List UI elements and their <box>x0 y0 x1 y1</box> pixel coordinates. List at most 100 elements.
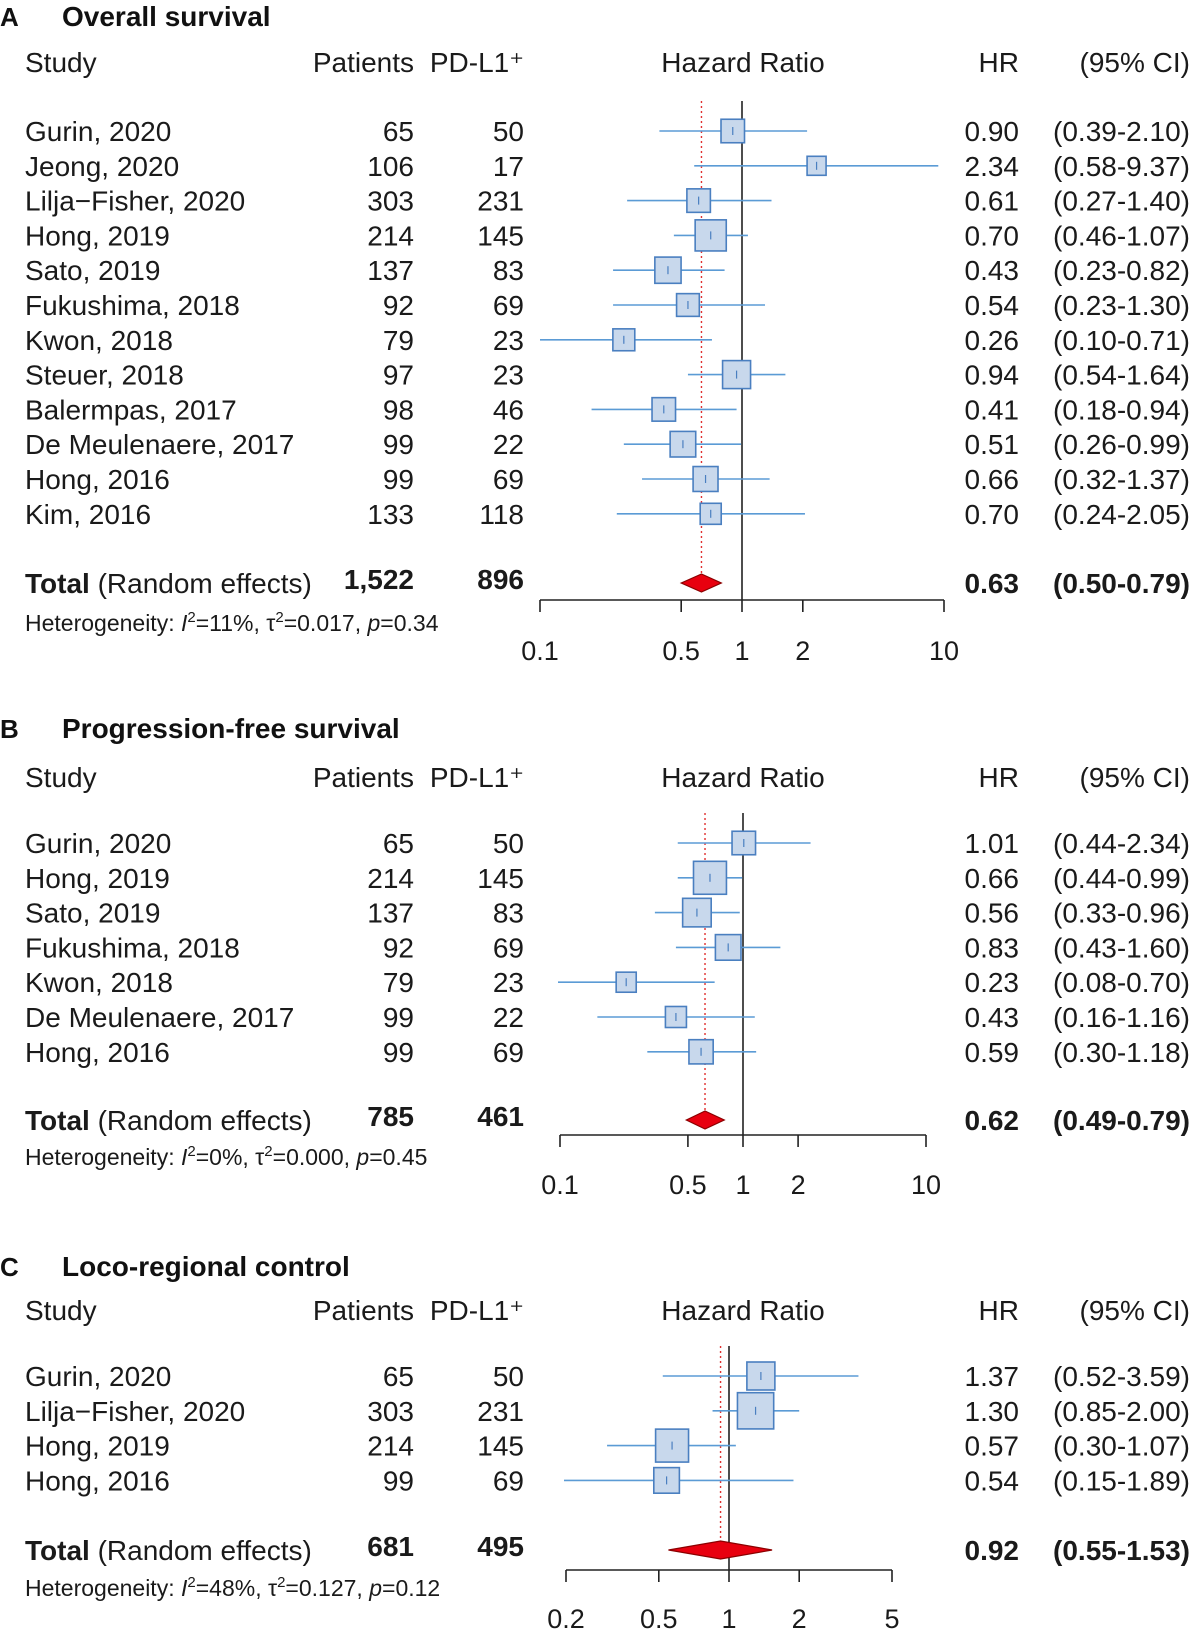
header-pdl1: PD-L1⁺ <box>430 1295 524 1326</box>
het-p-value: 0.12 <box>395 1575 440 1601</box>
study-hr: 0.26 <box>965 325 1020 356</box>
study-hr: 0.43 <box>965 1002 1020 1033</box>
total-label-suffix: (Random effects) <box>90 1535 312 1566</box>
study-pdl1: 145 <box>477 863 524 894</box>
x-axis: 0.2 0.5 1 2 5 <box>547 1569 900 1634</box>
x-tick-label: 1 <box>735 1170 750 1200</box>
het-tau-symbol: , τ <box>255 1575 277 1601</box>
study-ci: (0.33-0.96) <box>1053 898 1190 929</box>
study-pdl1: 23 <box>493 360 524 391</box>
study-patients: 98 <box>383 394 414 425</box>
study-row: Lilja−Fisher, 2020 303 231 1.30 (0.85-2.00) <box>25 1391 1190 1430</box>
study-name: Hong, 2016 <box>25 1037 170 1068</box>
het-tau2-value: 0.017 <box>297 610 355 636</box>
study-name: Lilja−Fisher, 2020 <box>25 186 245 217</box>
het-i-sup: 2 <box>187 1143 195 1160</box>
het-eq: = <box>196 610 209 636</box>
het-eq: = <box>196 1575 209 1601</box>
study-pdl1: 22 <box>493 429 524 460</box>
het-eq2: = <box>284 610 297 636</box>
x-tick-label: 2 <box>792 1604 807 1634</box>
study-row: Fukushima, 2018 92 69 0.83 (0.43-1.60) <box>25 932 1190 963</box>
het-i2-value: 0% <box>209 1144 242 1170</box>
total-hr: 0.62 <box>965 1105 1020 1136</box>
het-eq3: = <box>382 1575 395 1601</box>
study-row: Hong, 2019 214 145 0.57 (0.30-1.07) <box>25 1428 1190 1463</box>
study-ci: (0.15-1.89) <box>1053 1465 1190 1496</box>
total-label-suffix: (Random effects) <box>90 1105 312 1136</box>
header-study: Study <box>25 1295 97 1326</box>
study-row: Gurin, 2020 65 50 1.01 (0.44-2.34) <box>25 828 1190 859</box>
study-name: Kim, 2016 <box>25 499 151 530</box>
panel-title: Overall survival <box>62 1 271 32</box>
total-patients: 1,522 <box>344 564 414 595</box>
study-row: De Meulenaere, 2017 99 22 0.43 (0.16-1.16) <box>25 1002 1190 1033</box>
study-pdl1: 118 <box>479 499 524 530</box>
study-pdl1: 145 <box>477 220 524 251</box>
study-name: Fukushima, 2018 <box>25 290 240 321</box>
study-ci: (0.44-0.99) <box>1053 863 1190 894</box>
study-patients: 137 <box>367 255 414 286</box>
study-name: Kwon, 2018 <box>25 325 173 356</box>
het-label: Heterogeneity: <box>25 1575 181 1601</box>
header-patients: Patients <box>313 762 414 793</box>
total-pdl1: 495 <box>477 1531 524 1562</box>
study-hr: 0.83 <box>965 932 1020 963</box>
x-tick-label: 1 <box>721 1604 736 1634</box>
study-patients: 214 <box>367 863 414 894</box>
panel-letter: A <box>0 2 19 32</box>
total-label-suffix: (Random effects) <box>90 568 312 599</box>
total-ci: (0.55-1.53) <box>1053 1535 1190 1566</box>
study-pdl1: 22 <box>493 1002 524 1033</box>
study-ci: (0.46-1.07) <box>1053 220 1190 251</box>
het-tau2-value: 0.000 <box>286 1144 344 1170</box>
header-hr: HR <box>979 47 1019 78</box>
study-patients: 137 <box>367 898 414 929</box>
panel-b: B Progression-free survival Study Patients P… <box>0 713 1190 1200</box>
total-ci: (0.50-0.79) <box>1053 568 1190 599</box>
study-hr: 1.01 <box>965 828 1020 859</box>
study-ci: (0.30-1.07) <box>1053 1431 1190 1462</box>
study-ci: (0.44-2.34) <box>1053 828 1190 859</box>
het-sep: , <box>344 1144 357 1170</box>
study-row: Hong, 2019 214 145 0.66 (0.44-0.99) <box>25 860 1190 896</box>
study-ci: (0.32-1.37) <box>1053 464 1190 495</box>
het-eq2: = <box>273 1144 286 1170</box>
panel-letter: C <box>0 1252 19 1282</box>
study-pdl1: 69 <box>493 1465 524 1496</box>
total-hr: 0.92 <box>965 1535 1020 1566</box>
header-patients: Patients <box>313 47 414 78</box>
het-tau2-value: 0.127 <box>299 1575 357 1601</box>
x-tick-label: 0.5 <box>640 1604 678 1634</box>
study-hr: 0.66 <box>965 863 1020 894</box>
study-pdl1: 83 <box>493 898 524 929</box>
total-pdl1: 461 <box>477 1101 524 1132</box>
study-pdl1: 50 <box>493 1361 524 1392</box>
x-axis: 0.1 0.5 1 2 10 <box>521 599 959 666</box>
study-ci: (0.24-2.05) <box>1053 499 1190 530</box>
study-pdl1: 23 <box>493 325 524 356</box>
het-i-symbol: I <box>181 1575 188 1601</box>
study-ci: (0.23-0.82) <box>1053 255 1190 286</box>
study-ci: (0.10-0.71) <box>1053 325 1190 356</box>
study-patients: 214 <box>367 220 414 251</box>
header-ci: (95% CI) <box>1080 1295 1190 1326</box>
header-pdl1: PD-L1⁺ <box>430 47 524 78</box>
study-patients: 99 <box>383 429 414 460</box>
study-name: De Meulenaere, 2017 <box>25 1002 294 1033</box>
het-tau-sup: 2 <box>275 609 283 626</box>
study-ci: (0.26-0.99) <box>1053 429 1190 460</box>
study-row: Kwon, 2018 79 23 0.23 (0.08-0.70) <box>25 967 1190 998</box>
study-row: Hong, 2019 214 145 0.70 (0.46-1.07) <box>25 219 1190 252</box>
het-i-symbol: I <box>181 610 188 636</box>
study-ci: (0.16-1.16) <box>1053 1002 1190 1033</box>
heterogeneity-text: Heterogeneity: I2=11%, τ2=0.017, p=0.34 <box>25 609 439 636</box>
total-ci: (0.49-0.79) <box>1053 1105 1190 1136</box>
study-ci: (0.52-3.59) <box>1053 1361 1190 1392</box>
pooled-diamond <box>684 1110 726 1130</box>
study-ci: (0.43-1.60) <box>1053 932 1190 963</box>
study-patients: 92 <box>383 932 414 963</box>
total-label-bold: Total <box>25 1105 90 1136</box>
study-hr: 0.94 <box>965 360 1020 391</box>
study-patients: 106 <box>367 151 414 182</box>
